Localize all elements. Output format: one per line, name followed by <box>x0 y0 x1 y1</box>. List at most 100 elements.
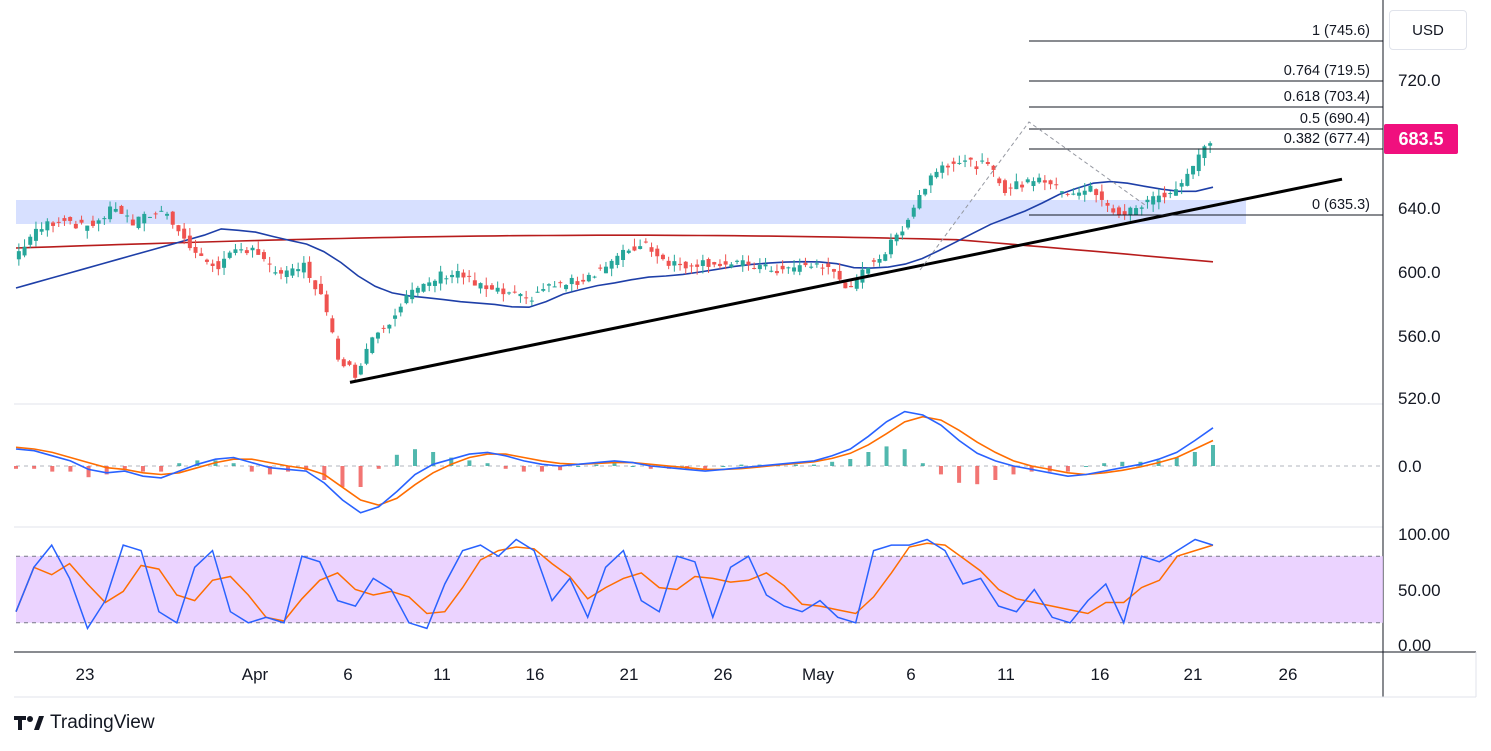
candle-body <box>130 219 135 226</box>
fibonacci-layer[interactable]: 1 (745.6) 0.764 (719.5) 0.618 (703.4) 0.5 (… <box>919 23 1383 271</box>
tradingview-logo[interactable]: TradingView <box>14 712 155 734</box>
candle-body <box>541 289 546 291</box>
candle-body <box>1111 208 1116 213</box>
time-tick-label: 16 <box>526 665 545 684</box>
candle-body <box>854 278 859 289</box>
macd-histogram-bar <box>830 461 835 466</box>
candle-body <box>683 261 688 269</box>
macd-histogram-bar <box>322 466 327 480</box>
macd-histogram-bar <box>32 466 37 469</box>
candle-body <box>261 252 266 260</box>
candle-body <box>928 175 933 186</box>
candle-body <box>911 207 916 217</box>
time-tick-label: 26 <box>1279 665 1298 684</box>
candle-body <box>609 260 614 269</box>
candle-body <box>73 223 78 229</box>
candle-body <box>364 348 369 364</box>
candle-body <box>85 225 90 231</box>
candle-body <box>1208 143 1213 146</box>
price-tick-label: 640.0 <box>1398 199 1441 218</box>
macd-histogram-bar <box>177 463 182 466</box>
candle-body <box>375 332 380 339</box>
candle-body <box>581 279 586 282</box>
candle-body <box>797 265 802 272</box>
candle-body <box>763 264 768 267</box>
candle-body <box>204 259 209 262</box>
candle-body <box>176 225 181 232</box>
candle-body <box>1156 195 1161 203</box>
candle-body <box>940 165 945 173</box>
fib-level-label: 0.382 (677.4) <box>1284 131 1370 147</box>
macd-line <box>15 410 1214 514</box>
candle-body <box>672 261 677 266</box>
candle-body <box>279 270 284 274</box>
candle-body <box>51 222 56 226</box>
candle-body <box>421 283 426 292</box>
macd-histogram-bar <box>1065 466 1070 472</box>
macd-histogram-bar <box>503 466 508 469</box>
macd-histogram-bar <box>1174 457 1179 466</box>
candle-body <box>347 361 352 365</box>
candle-body <box>467 275 472 277</box>
candle-body <box>90 220 95 226</box>
candle-body <box>244 250 249 254</box>
candle-body <box>119 205 124 214</box>
candle-body <box>187 235 192 249</box>
price-tick-label: 560.0 <box>1398 327 1441 346</box>
fib-level-label: 1 (745.6) <box>1312 23 1370 39</box>
stochastic-k-line <box>15 538 1214 631</box>
candle-body <box>507 292 512 294</box>
candle-body <box>296 269 301 272</box>
candle-body <box>592 276 597 278</box>
candle-body <box>1105 202 1110 206</box>
candle-body <box>1099 191 1104 200</box>
candle-body <box>267 263 272 265</box>
stochastic-layer <box>15 538 1214 631</box>
macd-histogram-bar <box>340 466 345 487</box>
candle-body <box>1037 177 1042 183</box>
candle-body <box>393 315 398 319</box>
candle-body <box>1191 165 1196 175</box>
candle-body <box>723 261 728 265</box>
candle-body <box>113 208 118 212</box>
time-tick-label: 16 <box>1091 665 1110 684</box>
candle-body <box>1048 180 1053 185</box>
candle-body <box>843 282 848 289</box>
candle-body <box>757 265 762 270</box>
tradingview-logo-icon <box>14 716 44 730</box>
candle-body <box>450 274 455 278</box>
candle-body <box>1002 180 1007 193</box>
candle-body <box>1077 192 1082 196</box>
currency-button[interactable]: USD <box>1389 10 1467 50</box>
macd-histogram-bar <box>521 466 526 472</box>
macd-histogram-bar <box>68 466 73 472</box>
macd-histogram-bar <box>195 460 200 466</box>
candle-body <box>512 291 517 293</box>
candle-body <box>991 165 996 170</box>
macd-histogram-bar <box>884 446 889 466</box>
macd-histogram-bar <box>449 457 454 466</box>
macd-histogram-bar <box>467 460 472 466</box>
time-tick-label: May <box>802 665 835 684</box>
candle-body <box>1088 185 1093 192</box>
trendline-layer[interactable] <box>349 177 1343 384</box>
candle-body <box>740 260 745 267</box>
macd-histogram-bar <box>812 464 816 466</box>
candle-body <box>1014 181 1019 190</box>
candle-body <box>1196 154 1201 172</box>
candle-body <box>529 300 534 302</box>
candle-body <box>564 284 569 290</box>
candle-body <box>250 247 255 251</box>
candle-body <box>136 216 141 229</box>
macd-histogram-bar <box>485 463 490 466</box>
candle-body <box>1173 189 1178 196</box>
candle-body <box>689 265 694 267</box>
candle-body <box>256 249 261 255</box>
candle-body <box>33 228 38 241</box>
macd-histogram-bar <box>920 463 925 466</box>
candle-body <box>518 293 523 297</box>
candle-body <box>102 218 107 220</box>
macd-histogram-bar <box>848 459 853 466</box>
candle-body <box>381 327 386 329</box>
